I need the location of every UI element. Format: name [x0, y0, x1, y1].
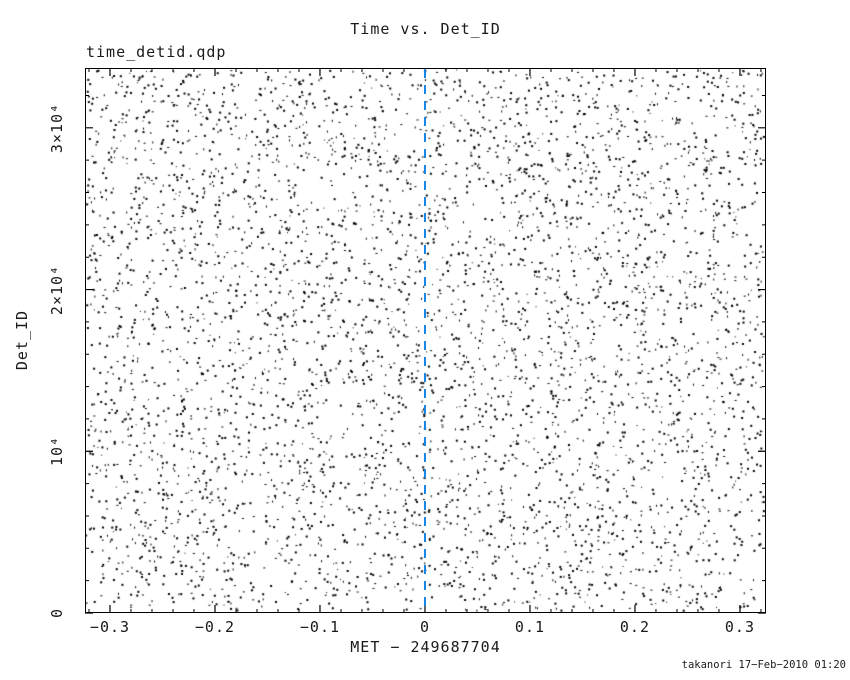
plot-area: [85, 68, 766, 613]
x-tick-label: −0.1: [299, 618, 341, 636]
scatter-points-canvas: [86, 69, 765, 612]
x-tick-label: 0: [419, 618, 430, 636]
y-tick-label: 10⁴: [48, 436, 66, 467]
dataset-filename-label: time_detid.qdp: [86, 43, 227, 61]
x-tick-label: −0.2: [194, 618, 236, 636]
chart-title: Time vs. Det_ID: [350, 20, 501, 38]
y-tick-label: 0: [48, 607, 66, 619]
y-tick-label: 3×10⁴: [48, 102, 66, 153]
x-tick-label: 0.1: [514, 618, 546, 636]
y-axis-title: Det_ID: [13, 309, 31, 371]
x-tick-label: 0.2: [619, 618, 650, 636]
x-tick-label: 0.3: [724, 618, 755, 636]
x-axis-title: MET − 249687704: [350, 638, 501, 656]
credit-stamp: takanori 17−Feb−2010 01:20: [681, 659, 846, 671]
y-tick-label: 2×10⁴: [48, 264, 66, 315]
x-tick-label: −0.3: [89, 618, 131, 636]
